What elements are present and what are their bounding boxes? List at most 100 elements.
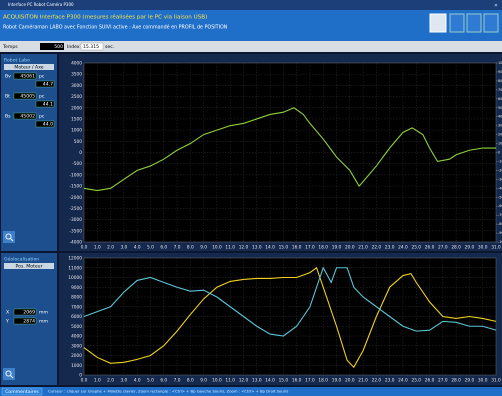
- y-tick-label: 4000: [71, 61, 82, 67]
- geo-rows: X 2069 mm Y 2874 mm: [5, 308, 48, 325]
- x-tick-label: 15.0: [279, 378, 289, 384]
- y-tick-label: -1000: [70, 172, 83, 178]
- y2-tick-label: 3000: [498, 124, 502, 128]
- y2-tick-label: 5000: [498, 106, 502, 110]
- status-hint: Curseur : cliquer sur Graphe + Molette c…: [48, 389, 288, 394]
- x-tick-label: 23.0: [385, 378, 395, 384]
- x-tick-label: 31.0: [491, 378, 501, 384]
- x-tick-label: 6.0: [160, 378, 167, 384]
- sub-field: [35, 100, 55, 108]
- x-tick-label: 20.0: [345, 378, 355, 384]
- value-field: [13, 112, 37, 120]
- x-tick-label: 0.0: [81, 378, 88, 384]
- data-line: [83, 266, 497, 369]
- y2-tick-label: -2000: [498, 168, 502, 172]
- comments-button[interactable]: [1, 387, 43, 396]
- x-tick-label: 14.0: [265, 245, 275, 251]
- plot-area: [83, 62, 497, 243]
- x-tick-label: 26.0: [425, 378, 435, 384]
- row-value: 45002: [20, 114, 35, 120]
- y2-tick-label: -3000: [498, 177, 502, 181]
- zoom-button[interactable]: [3, 231, 15, 243]
- x-tick-label: 26.0: [425, 245, 435, 251]
- x-tick-label: 2.0: [107, 245, 114, 251]
- y-tick-label: 3000: [71, 83, 82, 89]
- panel-subtitle: Pos. Moteur: [16, 264, 43, 270]
- x-tick-label: 17.0: [305, 245, 315, 251]
- x-tick-label: 19.0: [332, 245, 342, 251]
- row-label: Bs: [5, 114, 11, 120]
- time-bar: [0, 41, 502, 52]
- value-field: [13, 308, 37, 316]
- plot-area: [83, 257, 497, 376]
- tool-button[interactable]: [483, 13, 499, 33]
- x-tick-label: 29.0: [465, 245, 475, 251]
- index-label: Index: [67, 44, 80, 50]
- x-tick-label: 8.0: [187, 245, 194, 251]
- x-tick-label: 18.0: [318, 245, 328, 251]
- y-tick-label: 9000: [71, 285, 82, 291]
- y-tick-label: -4000: [70, 240, 83, 246]
- x-tick-label: 24.0: [398, 245, 408, 251]
- robot-rows: Bv 45061 pc 44.7 Bt 45005 pc 44.1 Bs 45002 pc 44.0: [5, 72, 55, 128]
- x-tick-label: 9.0: [200, 378, 207, 384]
- y2-tick-label: -1000: [498, 159, 502, 163]
- row-value: 2874: [23, 319, 35, 325]
- x-tick-label: 22.0: [372, 378, 382, 384]
- zoom-icon: [5, 233, 12, 240]
- panel-subtitle-box: [4, 263, 54, 269]
- y-tick-label: -3000: [70, 217, 83, 223]
- y-tick-label: 8000: [71, 295, 82, 301]
- y2-tick-label: -9000: [498, 231, 502, 235]
- x-tick-label: 28.0: [451, 245, 461, 251]
- tool-button[interactable]: [429, 13, 447, 33]
- x-tick-label: 15.0: [279, 245, 289, 251]
- index-value: 15.315: [83, 44, 99, 50]
- row-sub: 44.1: [43, 102, 53, 108]
- x-tick-label: 16.0: [292, 245, 302, 251]
- y-tick-label: 2000: [71, 105, 82, 111]
- x-tick-label: 2.0: [107, 378, 114, 384]
- x-tick-label: 9.0: [200, 245, 207, 251]
- y2-tick-label: -10000: [498, 240, 502, 244]
- panel-title: Robot Labo: [4, 58, 30, 64]
- tool-button[interactable]: [449, 13, 465, 33]
- tool-button[interactable]: [466, 13, 482, 33]
- y2-tick-label: 9000: [498, 70, 502, 74]
- row-value: 45005: [20, 94, 35, 100]
- y-tick-label: 0: [79, 373, 82, 379]
- y-tick-label: -3500: [70, 228, 83, 234]
- x-tick-label: 18.0: [318, 378, 328, 384]
- x-tick-label: 13.0: [252, 245, 262, 251]
- x-tick-label: 14.0: [265, 378, 275, 384]
- x-tick-label: 6.0: [160, 245, 167, 251]
- x-tick-label: 8.0: [187, 378, 194, 384]
- x-tick-label: 4.0: [134, 378, 141, 384]
- x-tick-label: 16.0: [292, 378, 302, 384]
- row-unit: mm: [39, 320, 48, 325]
- y-tick-label: 500: [74, 139, 82, 145]
- y-tick-label: 1500: [71, 116, 82, 122]
- y2-tick-label: 6000: [498, 97, 502, 101]
- comments-label: Commentaires: [5, 389, 39, 395]
- row-value: 2069: [23, 310, 35, 316]
- row-label: X: [6, 310, 9, 316]
- close-button[interactable]: ×: [494, 3, 498, 9]
- y2-tick-label: 7000: [498, 88, 502, 92]
- x-tick-label: 1.0: [94, 378, 101, 384]
- index-field[interactable]: [80, 42, 104, 51]
- temps-field[interactable]: [40, 43, 64, 50]
- window-title: Interface PC Robot Caméra P300: [8, 2, 74, 7]
- y2-tick-label: 10000: [498, 61, 502, 65]
- x-tick-label: 11.0: [225, 245, 235, 251]
- y2-tick-label: 4000: [498, 115, 502, 119]
- data-line: [83, 107, 496, 192]
- y-tick-label: -1500: [70, 184, 83, 190]
- x-tick-label: 4.0: [134, 245, 141, 251]
- y-tick-label: 11000: [68, 265, 82, 271]
- row-label: Y: [5, 319, 9, 325]
- row-unit: pc: [39, 95, 45, 100]
- zoom-button[interactable]: [3, 368, 15, 380]
- header-line2: Robot Caméraman LABO avec Fonction SUIVI…: [3, 24, 228, 31]
- x-tick-label: 24.0: [398, 378, 408, 384]
